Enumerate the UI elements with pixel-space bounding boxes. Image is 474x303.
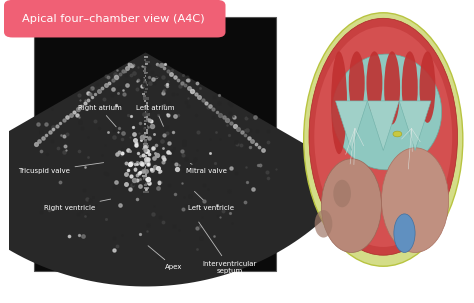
FancyBboxPatch shape <box>144 191 149 193</box>
FancyBboxPatch shape <box>142 93 145 95</box>
FancyBboxPatch shape <box>144 161 149 164</box>
FancyBboxPatch shape <box>143 95 146 97</box>
Text: Interventricular
septum: Interventricular septum <box>199 222 257 274</box>
FancyBboxPatch shape <box>4 0 226 38</box>
FancyBboxPatch shape <box>144 141 146 143</box>
FancyBboxPatch shape <box>146 109 148 111</box>
Text: Left atrium: Left atrium <box>136 105 174 126</box>
FancyBboxPatch shape <box>144 123 146 125</box>
FancyBboxPatch shape <box>145 107 147 109</box>
Ellipse shape <box>332 54 442 170</box>
Polygon shape <box>0 52 361 286</box>
FancyBboxPatch shape <box>146 102 148 104</box>
Ellipse shape <box>321 159 382 252</box>
FancyBboxPatch shape <box>147 125 148 127</box>
Ellipse shape <box>366 51 383 115</box>
FancyBboxPatch shape <box>145 166 146 168</box>
FancyBboxPatch shape <box>144 132 148 134</box>
FancyBboxPatch shape <box>146 63 148 65</box>
FancyBboxPatch shape <box>147 164 150 166</box>
Ellipse shape <box>333 180 351 207</box>
FancyBboxPatch shape <box>144 127 146 129</box>
Ellipse shape <box>314 27 452 247</box>
FancyBboxPatch shape <box>145 111 148 113</box>
FancyBboxPatch shape <box>145 182 150 184</box>
FancyBboxPatch shape <box>144 72 148 75</box>
FancyBboxPatch shape <box>146 118 149 120</box>
Ellipse shape <box>402 51 418 124</box>
FancyBboxPatch shape <box>145 91 147 93</box>
FancyBboxPatch shape <box>144 187 149 189</box>
FancyBboxPatch shape <box>143 134 146 136</box>
Text: Right atrium: Right atrium <box>78 105 121 127</box>
Polygon shape <box>336 101 367 151</box>
Ellipse shape <box>309 18 457 255</box>
FancyBboxPatch shape <box>144 82 147 84</box>
FancyBboxPatch shape <box>146 88 148 91</box>
FancyBboxPatch shape <box>143 77 145 79</box>
FancyBboxPatch shape <box>145 173 147 175</box>
FancyBboxPatch shape <box>143 143 147 145</box>
FancyBboxPatch shape <box>143 136 147 138</box>
Ellipse shape <box>304 13 463 266</box>
Ellipse shape <box>394 214 415 252</box>
Text: Tricuspid valve: Tricuspid valve <box>18 163 104 174</box>
FancyBboxPatch shape <box>145 180 147 182</box>
FancyBboxPatch shape <box>143 98 149 100</box>
FancyBboxPatch shape <box>144 168 146 170</box>
FancyBboxPatch shape <box>145 114 150 116</box>
FancyBboxPatch shape <box>145 159 149 161</box>
FancyBboxPatch shape <box>143 65 147 68</box>
Text: Apex: Apex <box>148 246 182 270</box>
Text: Apical four–chamber view (A4C): Apical four–chamber view (A4C) <box>22 14 205 24</box>
FancyBboxPatch shape <box>144 152 147 155</box>
Polygon shape <box>399 101 431 151</box>
FancyBboxPatch shape <box>145 138 147 141</box>
FancyBboxPatch shape <box>143 86 145 88</box>
Circle shape <box>393 131 402 137</box>
FancyBboxPatch shape <box>145 155 147 157</box>
FancyBboxPatch shape <box>144 56 148 58</box>
FancyBboxPatch shape <box>144 68 146 70</box>
FancyBboxPatch shape <box>144 100 146 102</box>
FancyBboxPatch shape <box>143 178 147 180</box>
Text: Right ventricle: Right ventricle <box>44 199 110 211</box>
FancyBboxPatch shape <box>144 150 147 152</box>
Text: Mitral valve: Mitral valve <box>186 163 227 174</box>
FancyBboxPatch shape <box>145 59 146 61</box>
FancyBboxPatch shape <box>144 120 147 122</box>
FancyBboxPatch shape <box>146 129 148 132</box>
FancyBboxPatch shape <box>145 75 146 77</box>
FancyBboxPatch shape <box>143 171 146 173</box>
FancyBboxPatch shape <box>142 175 147 177</box>
FancyBboxPatch shape <box>145 61 151 63</box>
FancyBboxPatch shape <box>143 79 146 81</box>
Ellipse shape <box>384 51 400 125</box>
Polygon shape <box>367 101 399 151</box>
Ellipse shape <box>349 51 365 115</box>
FancyBboxPatch shape <box>145 84 148 86</box>
Ellipse shape <box>382 148 449 252</box>
FancyBboxPatch shape <box>145 157 149 159</box>
FancyBboxPatch shape <box>142 148 144 150</box>
FancyBboxPatch shape <box>145 116 148 118</box>
Ellipse shape <box>315 210 332 238</box>
FancyBboxPatch shape <box>144 145 149 148</box>
Text: Left ventricle: Left ventricle <box>188 191 234 211</box>
FancyBboxPatch shape <box>145 189 147 191</box>
FancyBboxPatch shape <box>146 104 148 106</box>
Ellipse shape <box>331 51 347 154</box>
Ellipse shape <box>419 51 436 123</box>
FancyBboxPatch shape <box>34 17 276 271</box>
FancyBboxPatch shape <box>145 184 147 186</box>
FancyBboxPatch shape <box>143 70 146 72</box>
